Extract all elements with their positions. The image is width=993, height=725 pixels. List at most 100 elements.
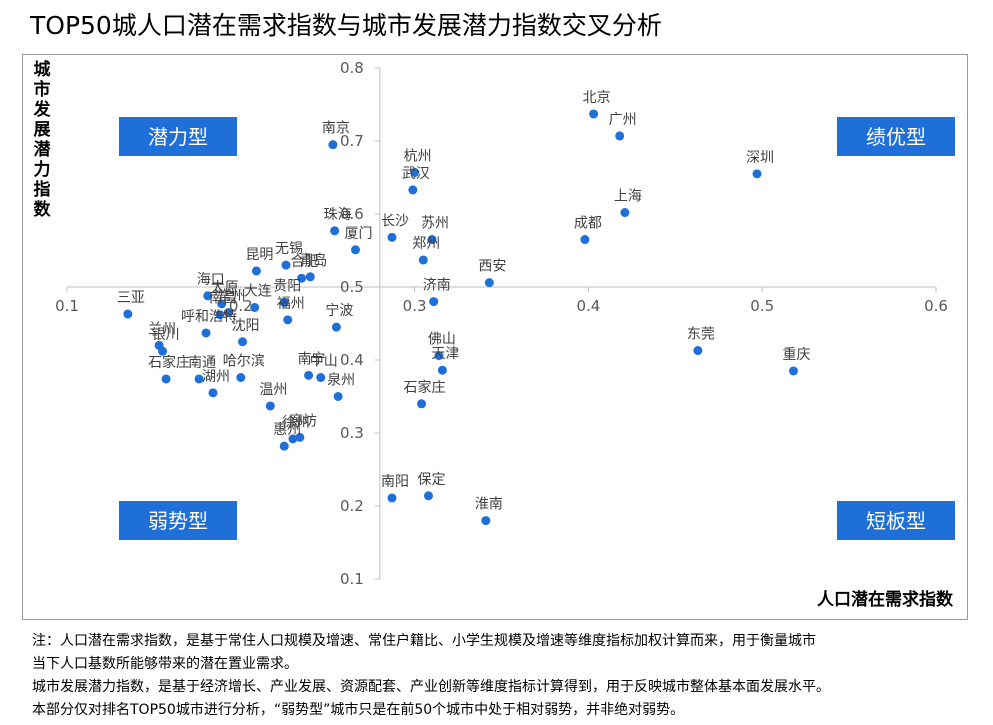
point-label: 中山 (310, 354, 338, 370)
point-label: 南宁 (298, 350, 326, 367)
point-marker (481, 516, 491, 526)
scatter-chart: 0.1 0.2 0.3 0.4 0.5 0.6 0.1 0.2 0.3 0.4 0.5 0.6 0.7 0… (33, 59, 955, 610)
point-marker (437, 365, 447, 375)
data-point: 东莞 (687, 327, 715, 356)
point-label: 呼和浩特 (181, 309, 237, 325)
point-label: 深圳 (746, 150, 774, 166)
point-label: 杭州 (404, 148, 432, 164)
point-marker (279, 297, 289, 307)
data-point: 石家庄 (148, 354, 190, 384)
point-marker (288, 434, 298, 444)
data-point: 银川 (152, 327, 180, 356)
point-label: 天津 (431, 346, 459, 362)
point-marker (580, 235, 590, 245)
point-label: 福州 (277, 296, 305, 312)
data-point: 上海 (614, 189, 642, 218)
point-marker (434, 351, 444, 361)
data-point: 杭州 (404, 148, 432, 177)
point-marker (788, 366, 798, 376)
point-label: 佛山 (428, 332, 456, 348)
point-marker (333, 392, 343, 401)
point-label: 青岛 (299, 253, 327, 269)
point-label: 无锡 (275, 241, 303, 257)
point-label: 湖州 (202, 369, 230, 385)
point-marker (217, 299, 227, 309)
data-point: 哈尔滨 (223, 354, 265, 383)
point-marker (158, 346, 168, 356)
data-point: 海口 (197, 272, 225, 301)
point-marker (236, 373, 246, 383)
point-marker (304, 370, 314, 380)
point-label: 三亚 (117, 290, 145, 306)
point-label: 西安 (478, 259, 506, 275)
data-point: 深圳 (746, 150, 774, 179)
point-label: 昆明 (245, 247, 273, 263)
point-label: 南昌 (209, 291, 237, 307)
data-point: 南宁 (298, 350, 326, 380)
y-tick-label: 0.4 (340, 351, 364, 369)
data-point: 福州 (277, 296, 305, 325)
data-point: 太原 (211, 280, 239, 309)
point-label: 苏州 (421, 216, 449, 232)
point-marker (408, 185, 418, 195)
point-label: 重庆 (782, 347, 810, 363)
quadrant-label-top-left: 潜力型 (119, 117, 237, 156)
point-marker (620, 208, 630, 218)
data-point: 天津 (431, 346, 459, 375)
point-label: 南京 (322, 121, 350, 137)
point-marker (194, 374, 204, 384)
data-point: 长沙 (381, 213, 409, 242)
data-point: 惠州 (273, 422, 301, 451)
quadrant-box (119, 117, 237, 156)
point-marker (297, 273, 307, 283)
data-point: 佛山 (428, 332, 456, 361)
point-marker (429, 297, 439, 307)
data-point: 中山 (310, 354, 338, 383)
point-marker (417, 399, 427, 409)
axes: 0.1 0.2 0.3 0.4 0.5 0.6 0.1 0.2 0.3 0.4 0.5 0.6 0.7 0… (55, 59, 948, 588)
point-marker (265, 401, 275, 411)
data-point: 石家庄 (404, 379, 446, 409)
point-label: 南阳 (381, 474, 409, 490)
note-line-3: 城市发展潜力指数，是基于经济增长、产业发展、资源配套、产业创新等维度指标计算得到… (32, 679, 830, 695)
data-point: 武汉 (402, 166, 430, 195)
note-line-2: 当下人口基数所能够带来的潜在置业需求。 (32, 656, 298, 672)
data-point: 泉州 (327, 372, 355, 401)
data-point: 重庆 (782, 347, 810, 376)
point-label: 银川 (152, 327, 180, 343)
point-label: 南通 (188, 355, 216, 371)
quadrant-label-top-right: 绩优型 (837, 117, 955, 156)
point-label: 兰州 (148, 321, 176, 337)
y-tick-label: 0.5 (340, 278, 364, 296)
point-label: 东莞 (687, 327, 715, 343)
point-marker (201, 328, 211, 338)
point-marker (418, 255, 428, 265)
point-label: 宁波 (325, 302, 353, 319)
point-label: 广州 (609, 112, 637, 128)
data-point: 南阳 (381, 474, 409, 503)
y-tick-label: 0.3 (340, 424, 364, 442)
point-marker (331, 322, 341, 332)
quadrant-text: 短板型 (866, 509, 926, 533)
data-point: 无锡 (275, 241, 303, 270)
quadrant-label-bottom-right: 短板型 (837, 501, 955, 540)
note-line-4: 本部分仅对排名TOP50城市进行分析，“弱势型”城市只是在前50个城市中处于相对… (32, 702, 685, 718)
x-tick-label: 0.3 (403, 297, 427, 315)
y-tick-label: 0.2 (340, 497, 364, 515)
data-point: 常州 (218, 289, 246, 318)
point-marker (351, 245, 361, 255)
point-marker (427, 235, 437, 245)
data-point: 沈阳 (232, 318, 260, 347)
data-point: 廊坊 (289, 412, 317, 442)
point-marker (752, 169, 762, 179)
point-marker (161, 374, 171, 384)
point-marker (215, 310, 225, 320)
quadrant-box (837, 117, 955, 156)
point-marker (387, 232, 397, 242)
data-point: 徐州 (282, 415, 310, 444)
data-point: 西安 (478, 259, 506, 288)
point-label: 成都 (574, 216, 602, 232)
point-marker (589, 109, 599, 119)
